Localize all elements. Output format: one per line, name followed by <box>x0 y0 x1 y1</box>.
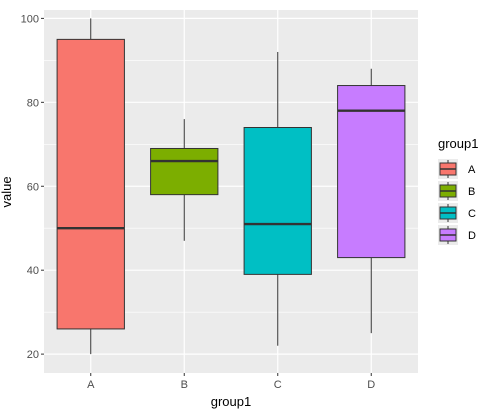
legend-item-a: A <box>438 159 476 179</box>
legend-item-b: B <box>438 181 475 201</box>
box-iqr <box>150 147 219 196</box>
x-tick-label: A <box>87 379 95 391</box>
box-iqr <box>243 127 312 275</box>
legend-title: group1 <box>438 136 478 151</box>
legend-item-c: C <box>438 203 476 223</box>
y-tick-label: 40 <box>27 265 39 277</box>
x-axis-title: group1 <box>211 394 251 409</box>
box-group-c <box>243 51 312 346</box>
x-tick-label: C <box>274 379 282 391</box>
legend-label: B <box>468 186 475 198</box>
y-tick-label: 60 <box>27 181 39 193</box>
y-tick-label: 20 <box>27 349 39 361</box>
y-axis: 20 40 60 80 100 <box>21 13 44 361</box>
box-iqr <box>337 85 406 259</box>
box-group-d <box>337 68 406 334</box>
legend-label: D <box>468 230 476 242</box>
box-group-b <box>150 119 219 241</box>
legend-label: A <box>468 164 476 176</box>
x-tick-label: B <box>181 379 188 391</box>
y-tick-label: 100 <box>21 13 39 25</box>
y-tick-label: 80 <box>27 97 39 109</box>
box-iqr <box>56 38 125 330</box>
y-axis-title: value <box>0 176 14 207</box>
x-tick-label: D <box>367 379 375 391</box>
x-axis: A B C D <box>87 373 375 391</box>
boxes-layer <box>56 18 406 355</box>
legend-item-d: D <box>438 225 476 245</box>
legend-label: C <box>468 208 476 220</box>
box-group-a <box>56 18 125 355</box>
